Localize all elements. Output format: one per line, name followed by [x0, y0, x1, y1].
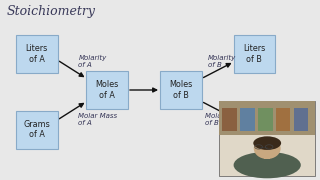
- Ellipse shape: [253, 136, 281, 150]
- Bar: [219, 101, 315, 135]
- Bar: [258, 108, 273, 131]
- Text: G: G: [251, 125, 258, 134]
- FancyBboxPatch shape: [16, 35, 58, 73]
- Text: Molarity
of A: Molarity of A: [78, 55, 107, 68]
- Ellipse shape: [234, 152, 301, 178]
- FancyBboxPatch shape: [16, 111, 58, 148]
- Text: Molarity
of B: Molarity of B: [208, 55, 236, 68]
- FancyBboxPatch shape: [160, 71, 202, 109]
- Text: Moles
of B: Moles of B: [169, 80, 192, 100]
- Bar: [219, 101, 315, 176]
- Text: Grams
of A: Grams of A: [23, 120, 50, 139]
- Text: Liters
of B: Liters of B: [243, 44, 266, 64]
- FancyBboxPatch shape: [86, 71, 128, 109]
- Ellipse shape: [254, 138, 281, 159]
- FancyBboxPatch shape: [234, 111, 275, 148]
- FancyBboxPatch shape: [234, 35, 275, 73]
- Bar: [240, 108, 255, 131]
- Bar: [294, 108, 308, 131]
- Bar: [264, 151, 270, 159]
- Text: Moles
of A: Moles of A: [96, 80, 119, 100]
- Text: Molar Mass
of B: Molar Mass of B: [205, 113, 244, 126]
- Text: Liters
of A: Liters of A: [26, 44, 48, 64]
- Text: Molar Mass
of A: Molar Mass of A: [78, 113, 117, 126]
- Bar: [222, 108, 237, 131]
- Bar: [276, 108, 291, 131]
- Text: Stoichiometry: Stoichiometry: [6, 5, 95, 18]
